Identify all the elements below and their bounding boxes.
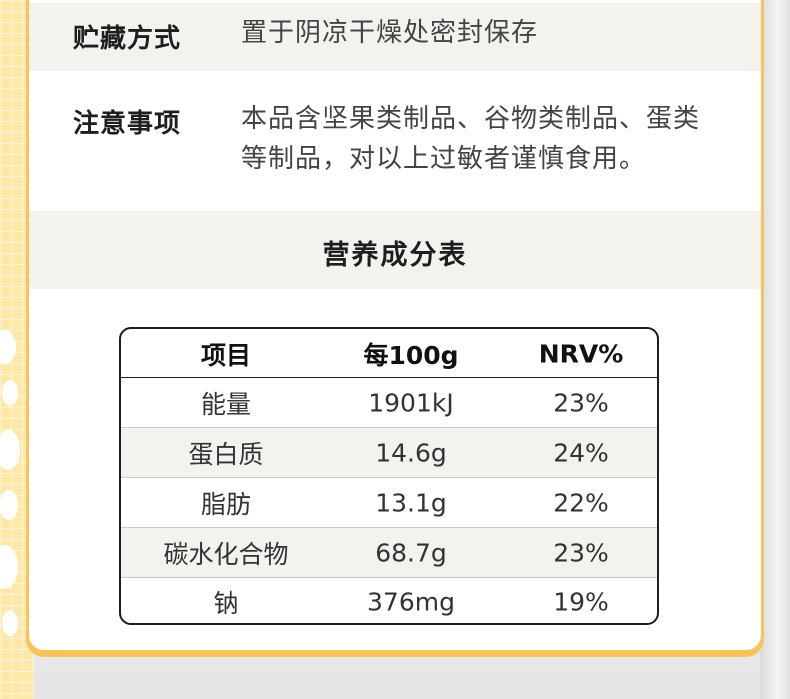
row-item: 能量 — [200, 389, 251, 419]
row-nrv: 22% — [553, 488, 609, 517]
row-nrv: 23% — [553, 538, 609, 567]
header-nrv: NRV% — [538, 339, 624, 369]
row-per100g: 13.1g — [375, 488, 447, 517]
notes-row: 注意事项 本品含坚果类制品、谷物类制品、蛋类 等制品，对以上过敏者谨慎食用。 — [29, 71, 761, 211]
row-item: 钠 — [213, 588, 239, 618]
nutrition-title: 营养成分表 — [322, 240, 468, 271]
drip-decor — [0, 430, 20, 470]
header-per100g: 每100g — [363, 341, 459, 370]
notes-line-1: 本品含坚果类制品、谷物类制品、蛋类 — [241, 104, 701, 134]
row-nrv: 24% — [553, 438, 609, 467]
row-nrv: 19% — [553, 587, 609, 616]
table-header-row: 项目 每100g NRV% — [121, 329, 657, 379]
row-per100g: 1901kJ — [368, 388, 454, 417]
table-row: 钠 376mg 19% — [121, 577, 657, 623]
info-card: 贮藏方式 置于阴凉干燥处密封保存 注意事项 本品含坚果类制品、谷物类制品、蛋类 … — [26, 0, 764, 653]
table-row: 脂肪 13.1g 22% — [121, 477, 657, 527]
row-item: 碳水化合物 — [163, 539, 289, 569]
storage-row: 贮藏方式 置于阴凉干燥处密封保存 — [29, 3, 761, 71]
row-item: 蛋白质 — [188, 439, 264, 469]
notes-line-2: 等制品，对以上过敏者谨慎食用。 — [241, 144, 647, 174]
header-item: 项目 — [200, 341, 251, 370]
right-shadow-strip — [760, 0, 790, 699]
drip-decor — [0, 490, 18, 520]
row-per100g: 376mg — [367, 587, 455, 616]
drip-decor — [0, 545, 18, 589]
table-row: 蛋白质 14.6g 24% — [121, 427, 657, 477]
table-row: 碳水化合物 68.7g 23% — [121, 527, 657, 577]
row-per100g: 14.6g — [375, 438, 447, 467]
nutrition-table: 项目 每100g NRV% 能量 1901kJ 23% 蛋白质 14.6g 24… — [119, 327, 659, 625]
drip-decor — [2, 610, 18, 636]
nutrition-title-row: 营养成分表 — [29, 211, 761, 289]
row-nrv: 23% — [553, 388, 609, 417]
table-row: 能量 1901kJ 23% — [121, 377, 657, 427]
storage-label: 贮藏方式 — [73, 24, 182, 54]
storage-value: 置于阴凉干燥处密封保存 — [241, 18, 539, 48]
row-item: 脂肪 — [200, 489, 251, 519]
notes-label: 注意事项 — [73, 109, 182, 139]
drip-decor — [0, 330, 16, 364]
drip-decor — [2, 380, 18, 406]
notes-value: 本品含坚果类制品、谷物类制品、蛋类 等制品，对以上过敏者谨慎食用。 — [241, 99, 741, 179]
row-per100g: 68.7g — [375, 538, 447, 567]
